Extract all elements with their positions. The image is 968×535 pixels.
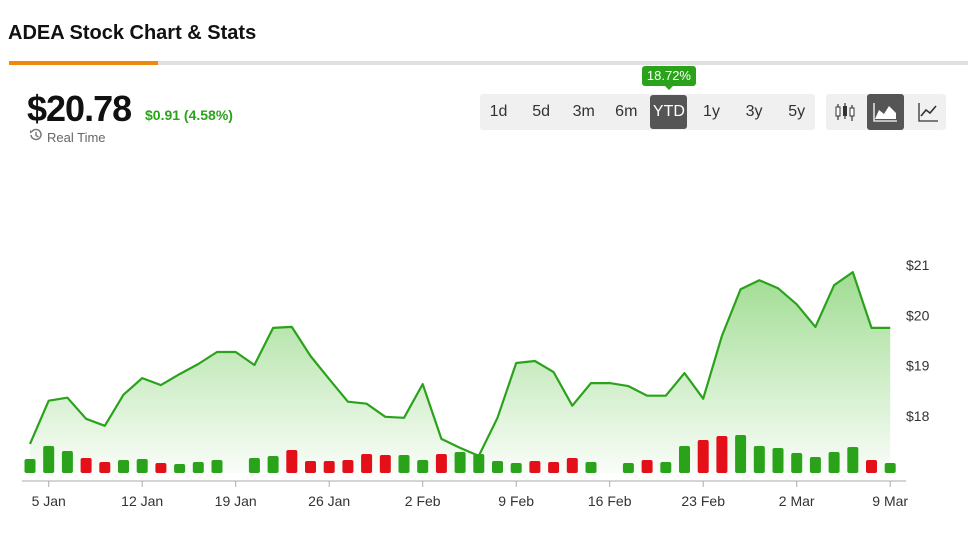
volume-bar <box>211 460 223 473</box>
volume-bar <box>342 460 354 473</box>
price-area <box>30 272 891 473</box>
volume-bar <box>772 448 784 473</box>
range-button[interactable]: 1d <box>489 103 508 120</box>
y-tick-label: $20 <box>906 307 930 323</box>
x-tick-label: 9 Feb <box>498 493 534 509</box>
volume-bar <box>716 436 728 473</box>
history-icon <box>30 128 42 141</box>
range-button[interactable]: 1y <box>703 103 720 120</box>
volume-bar <box>286 450 298 473</box>
volume-bar <box>174 464 186 473</box>
range-selector: 1d 5d 3m 6m YTD 1y 3y 5y <box>480 94 815 130</box>
volume-bar <box>809 457 821 473</box>
volume-bar <box>791 453 803 473</box>
volume-bar <box>248 458 260 473</box>
chart-type-icons <box>828 94 943 130</box>
volume-bar <box>735 435 747 473</box>
volume-bar <box>417 460 429 473</box>
volume-bar <box>267 456 279 473</box>
x-tick-label: 5 Jan <box>32 493 66 509</box>
volume-bar <box>753 446 765 473</box>
range-button[interactable]: 3m <box>572 103 595 120</box>
line-chart-button[interactable] <box>909 94 943 130</box>
y-tick-label: $19 <box>906 358 930 374</box>
volume-bar <box>24 459 36 473</box>
volume-bar <box>585 462 597 473</box>
volume-bar <box>118 460 129 473</box>
volume-bar <box>566 458 578 473</box>
volume-bar <box>697 440 709 473</box>
divider <box>9 61 968 65</box>
volume-bar <box>641 460 653 473</box>
volume-bar <box>660 462 672 473</box>
volume-bar <box>192 462 204 473</box>
volume-bar <box>99 462 111 473</box>
divider-accent <box>9 61 158 65</box>
area-chart-button[interactable] <box>867 94 904 130</box>
volume-bar <box>454 452 466 473</box>
volume-bar <box>379 455 391 473</box>
volume-bar <box>361 454 373 473</box>
volume-bar <box>61 451 73 473</box>
x-tick-label: 26 Jan <box>308 493 350 509</box>
price-line <box>28 271 891 457</box>
range-button[interactable]: 6m <box>615 103 638 120</box>
x-tick-label: 2 Mar <box>779 493 815 509</box>
x-tick-label: 23 Feb <box>681 493 725 509</box>
chart-type-selector <box>826 94 946 130</box>
badge-pointer <box>663 85 674 90</box>
volume-bar <box>884 463 896 473</box>
realtime-label: Real Time <box>47 130 106 145</box>
volume-bar <box>43 446 55 473</box>
candlestick-button[interactable] <box>828 94 862 130</box>
volume-bar <box>492 461 503 473</box>
volume-bar <box>435 454 447 473</box>
volume-bar <box>305 461 316 473</box>
x-tick-label: 9 Mar <box>872 493 908 509</box>
x-tick-label: 2 Feb <box>405 493 441 509</box>
volume-bar <box>323 461 335 473</box>
range-button[interactable]: 5y <box>788 103 806 120</box>
price: $20.78 <box>27 88 132 129</box>
range-change-badge: 18.72% <box>641 66 696 86</box>
volume-bar <box>155 463 167 473</box>
volume-bar <box>828 452 840 473</box>
x-tick-label: 12 Jan <box>121 493 163 509</box>
section-title: ADEA Stock Chart & Stats <box>8 22 257 44</box>
x-tick-label: 16 Feb <box>588 493 632 509</box>
volume-bar <box>622 463 634 473</box>
price-change: $0.91 (4.58%) <box>145 107 233 123</box>
range-button[interactable]: 3y <box>745 103 763 120</box>
volume-bar <box>473 454 485 473</box>
y-tick-label: $18 <box>906 408 930 424</box>
y-tick-label: $21 <box>906 257 930 273</box>
volume-bar <box>80 458 92 473</box>
volume-bar <box>510 463 522 473</box>
range-button[interactable]: YTD <box>650 95 688 129</box>
x-tick-label: 19 Jan <box>215 493 257 509</box>
volume-bar <box>866 460 877 473</box>
volume-bar <box>548 462 560 473</box>
volume-bar <box>136 459 148 473</box>
volume-bar <box>398 455 410 473</box>
volume-bar <box>529 461 541 473</box>
range-button[interactable]: 5d <box>532 103 550 120</box>
volume-bar <box>847 447 859 473</box>
volume-bar <box>679 446 690 473</box>
